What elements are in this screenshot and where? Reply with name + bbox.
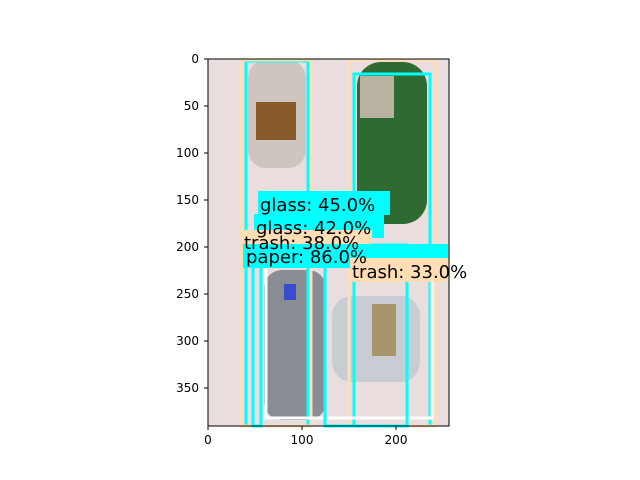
x-axis: 0 100 200: [204, 426, 407, 447]
y-tick-label-100: 100: [176, 146, 199, 160]
bottle-label-bottom-right: [372, 304, 396, 356]
bottle-cap: [284, 284, 296, 300]
glass-label-1: glass: 45.0%: [260, 195, 375, 216]
x-tick-label-0: 0: [204, 433, 212, 447]
y-axis: 0 50 100 150 200 250 300 350: [176, 52, 208, 395]
trash-label-2: trash: 33.0%: [352, 262, 467, 283]
glass-label-bg-1: [258, 191, 390, 215]
y-tick-label-0: 0: [191, 52, 199, 66]
y-tick-label-150: 150: [176, 193, 199, 207]
detection-labels: glass: 45.0% glass: 42.0% trash: 38.0% p…: [244, 195, 467, 283]
trash-label-bg-2: [350, 258, 450, 282]
paper-label: paper: 86.0%: [246, 247, 367, 268]
label-backgrounds: [242, 191, 450, 282]
bottle-green-label: [360, 76, 394, 118]
glass-label-2: glass: 42.0%: [256, 218, 371, 239]
axes-frame: [207, 58, 450, 427]
y-tick-label-200: 200: [176, 240, 199, 254]
trash-label-1: trash: 38.0%: [244, 233, 359, 254]
x-tick-label-200: 200: [385, 433, 408, 447]
y-tick-label-300: 300: [176, 334, 199, 348]
y-tick-label-50: 50: [184, 99, 199, 113]
y-tick-label-250: 250: [176, 287, 199, 301]
y-tick-label-350: 350: [176, 381, 199, 395]
x-tick-label-100: 100: [291, 433, 314, 447]
bottle-label-top-left: [256, 102, 296, 140]
